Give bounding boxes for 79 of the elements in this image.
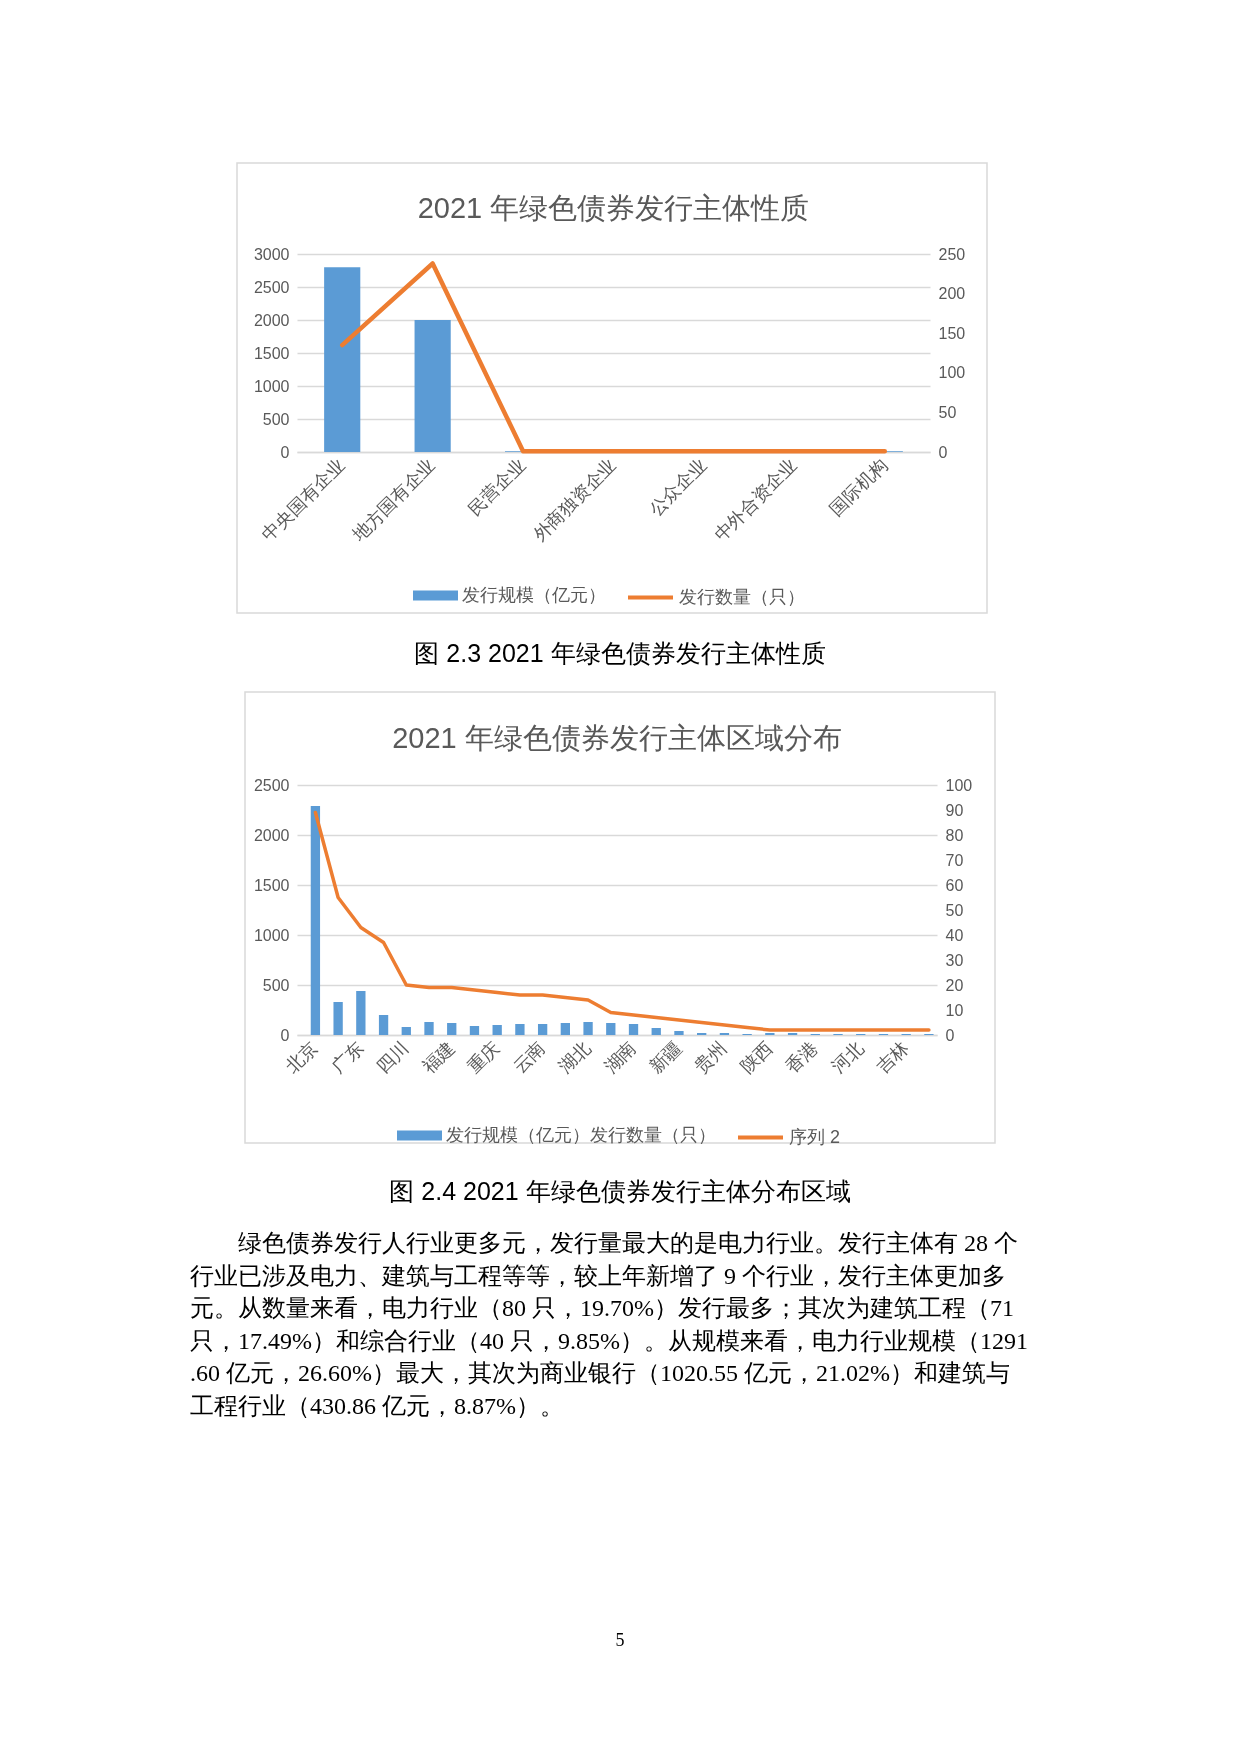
bar: [492, 1025, 502, 1035]
chart-title: 2021 年绿色债券发行主体性质: [417, 192, 810, 225]
x-tick-label: 地方国有企业: [347, 454, 440, 546]
bar: [469, 1026, 480, 1035]
y-tick-label: 2000: [253, 311, 290, 329]
x-tick-label: 吉林: [872, 1037, 913, 1078]
bar: [515, 1024, 525, 1035]
x-tick-label: 贵州: [691, 1037, 731, 1078]
y-tick-label: 0: [280, 443, 290, 461]
y2-tick-label: 70: [945, 851, 964, 869]
text: 绿色债券发行人行业更多元，发行量最大的是电力行业。发行主体有 28 个行业已涉及电力、建筑与工程等等，较上年新增了 9 个行业，发行主体更加多元。从数量来看，电力行业（80 只，19.70%）发行最多；其次为建筑工程（71 只，17.49%）和综合行业（40 只，9.85%）。从规模来看，电力行业规模（1291.60 亿元，26.60%）最大，其次为商业银行（1020.55 亿元，21.02%）和建筑与工程行业（430.86 亿元，8.87%）。: [190, 1230, 1028, 1419]
x-tick-label: 香港: [782, 1037, 822, 1078]
x-tick-label: 民营企业: [464, 454, 530, 520]
bar: [414, 320, 451, 452]
y-tick-label: 2500: [253, 776, 290, 794]
x-tick-label: 中外合资企业: [710, 454, 801, 546]
legend-label: 发行规模（亿元）发行数量（只）: [446, 1124, 716, 1145]
x-tick-label: 云南: [509, 1037, 549, 1078]
bar: [628, 1024, 639, 1035]
y2-tick-label: 60: [945, 876, 964, 894]
y-tick-label: 1500: [253, 344, 290, 362]
x-tick-label: 福建: [418, 1037, 459, 1078]
bar: [651, 1028, 661, 1035]
y2-tick-label: 90: [945, 801, 964, 819]
text: 5: [615, 1630, 625, 1650]
y2-tick-label: 40: [945, 926, 964, 944]
legend-label: 序列 2: [789, 1126, 841, 1147]
chart-title: 2021 年绿色债券发行主体区域分布: [392, 722, 842, 755]
bar: [378, 1015, 389, 1035]
x-tick-label: 四川: [373, 1037, 413, 1078]
bar: [356, 991, 366, 1035]
y2-tick-label: 30: [945, 951, 964, 969]
y2-tick-label: 0: [938, 443, 948, 461]
y2-tick-label: 80: [945, 826, 964, 844]
y-tick-label: 1000: [253, 926, 290, 944]
bar: [560, 1023, 571, 1035]
bar: [537, 1024, 548, 1035]
legend-label: 发行规模（亿元）: [462, 584, 606, 605]
bar: [606, 1023, 616, 1035]
bar: [674, 1031, 684, 1035]
y-tick-label: 500: [262, 976, 290, 994]
legend-label: 发行数量（只）: [679, 586, 805, 607]
y-tick-label: 1500: [253, 876, 290, 894]
bar: [333, 1002, 343, 1035]
y-tick-label: 0: [280, 1026, 290, 1044]
y2-tick-label: 250: [938, 245, 966, 263]
x-tick-label: 新疆: [645, 1037, 686, 1078]
x-tick-label: 外商独资企业: [529, 454, 620, 546]
y2-tick-label: 150: [938, 324, 966, 342]
y2-tick-label: 100: [938, 364, 966, 382]
y-tick-label: 2500: [253, 278, 290, 296]
y2-tick-label: 0: [945, 1026, 955, 1044]
y-tick-label: 500: [262, 410, 290, 428]
bar: [324, 267, 361, 452]
line-series: [313, 810, 931, 1032]
x-tick-label: 河北: [827, 1037, 868, 1078]
x-tick-label: 重庆: [463, 1037, 504, 1078]
y-tick-label: 1000: [253, 377, 290, 395]
y2-tick-label: 50: [945, 901, 964, 919]
x-tick-label: 广东: [327, 1037, 368, 1078]
y2-tick-label: 50: [938, 403, 957, 421]
bar: [424, 1022, 434, 1035]
bar: [583, 1022, 593, 1035]
caption: 图 2.4 2021 年绿色债券发行主体分布区域: [389, 1177, 851, 1205]
bar: [447, 1023, 457, 1035]
caption: 图 2.3 2021 年绿色债券发行主体性质: [414, 639, 826, 667]
y-tick-label: 2000: [253, 826, 290, 844]
x-tick-label: 公众企业: [645, 454, 711, 520]
x-tick-label: 陕西: [736, 1037, 777, 1078]
x-tick-label: 湖南: [600, 1037, 640, 1078]
bar: [310, 806, 321, 1035]
y2-tick-label: 200: [938, 285, 966, 303]
bar: [401, 1027, 411, 1035]
y-tick-label: 3000: [253, 245, 290, 263]
y2-tick-label: 20: [945, 976, 964, 994]
x-tick-label: 国际机构: [826, 454, 892, 520]
y2-tick-label: 10: [945, 1001, 964, 1019]
y2-tick-label: 100: [945, 776, 973, 794]
x-tick-label: 湖北: [554, 1037, 595, 1078]
